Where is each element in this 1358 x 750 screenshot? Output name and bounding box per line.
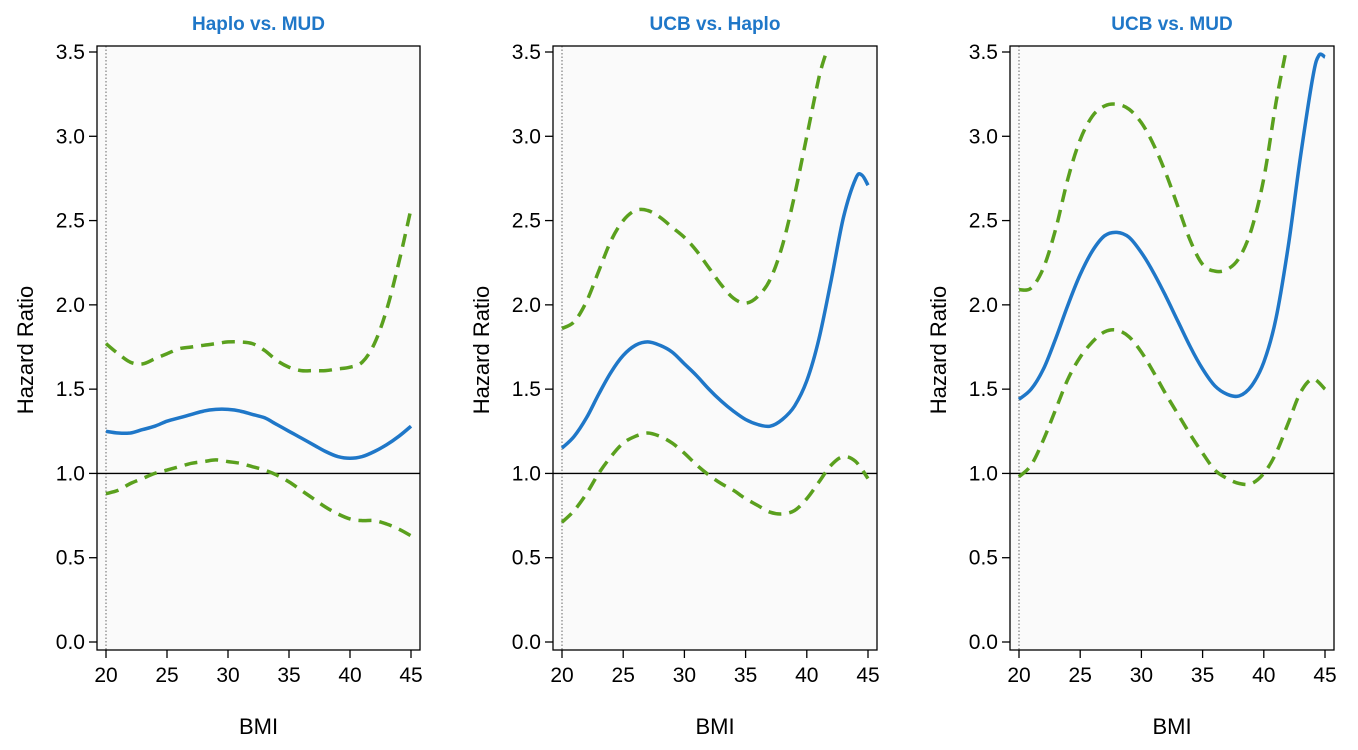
y-axis-label: Hazard Ratio bbox=[469, 286, 494, 414]
y-tick-label: 1.0 bbox=[512, 462, 541, 485]
plot-frame bbox=[96, 45, 421, 651]
y-tick-label: 0.0 bbox=[56, 631, 85, 654]
x-axis-label: BMI bbox=[695, 714, 734, 739]
x-tick-label: 25 bbox=[155, 664, 178, 687]
y-tick-label: 0.5 bbox=[969, 547, 998, 570]
panel-title: UCB vs. Haplo bbox=[650, 14, 781, 35]
y-tick-label: 2.5 bbox=[969, 210, 998, 233]
y-tick-label: 3.0 bbox=[56, 125, 85, 148]
series-estimate bbox=[105, 407, 413, 461]
panel-title: Haplo vs. MUD bbox=[192, 14, 325, 35]
y-tick-label: 0.0 bbox=[969, 631, 998, 654]
y-tick-label: 2.5 bbox=[56, 210, 85, 233]
y-tick-label: 2.0 bbox=[512, 294, 541, 317]
series-estimate bbox=[1017, 52, 1326, 401]
y-tick-label: 3.5 bbox=[512, 41, 541, 64]
x-tick-label: 45 bbox=[399, 664, 422, 687]
chart-panel-3: 0.0 0.5 1.0 1.5 2.0 2.5 3.0 3.5 20 25 30 35 40 45 UCB … bbox=[926, 14, 1337, 739]
x-tick-label: 35 bbox=[1191, 664, 1214, 687]
series-lower bbox=[105, 458, 412, 538]
series-upper bbox=[561, 51, 829, 331]
y-tick-label: 3.5 bbox=[56, 41, 85, 64]
x-tick-label: 30 bbox=[673, 664, 696, 687]
x-axis-label: BMI bbox=[239, 714, 278, 739]
x-axis-label: BMI bbox=[1152, 714, 1191, 739]
panel-title: UCB vs. MUD bbox=[1111, 14, 1232, 35]
x-tick-label: 20 bbox=[550, 664, 573, 687]
y-axis-label: Hazard Ratio bbox=[926, 286, 951, 414]
y-tick-label: 2.0 bbox=[969, 294, 998, 317]
x-tick-label: 25 bbox=[612, 664, 635, 687]
x-tick-label: 40 bbox=[795, 664, 818, 687]
chart-panel-2: 0.0 0.5 1.0 1.5 2.0 2.5 3.0 3.5 20 25 30 35 40 45 UCB … bbox=[469, 14, 880, 739]
y-tick-label: 0.5 bbox=[56, 547, 85, 570]
y-tick-label: 0.0 bbox=[512, 631, 541, 654]
x-tick-label: 40 bbox=[338, 664, 361, 687]
plot-frame bbox=[552, 45, 878, 651]
x-tick-label: 35 bbox=[734, 664, 757, 687]
x-tick-label: 45 bbox=[1313, 664, 1336, 687]
series-lower bbox=[560, 431, 870, 524]
y-tick-label: 1.0 bbox=[969, 462, 998, 485]
plot-area bbox=[97, 46, 420, 650]
series-estimate bbox=[560, 171, 870, 450]
x-tick-label: 45 bbox=[856, 664, 879, 687]
series-lower bbox=[1017, 328, 1327, 487]
y-tick-label: 2.0 bbox=[56, 294, 85, 317]
y-tick-label: 1.5 bbox=[56, 378, 85, 401]
x-tick-label: 30 bbox=[1130, 664, 1153, 687]
y-tick-label: 3.0 bbox=[512, 125, 541, 148]
series-upper bbox=[1018, 51, 1288, 292]
plot-area bbox=[1010, 46, 1334, 650]
x-tick-label: 20 bbox=[94, 664, 117, 687]
x-tick-label: 20 bbox=[1007, 664, 1030, 687]
x-tick-label: 30 bbox=[216, 664, 239, 687]
series-upper bbox=[104, 208, 413, 373]
y-tick-label: 1.0 bbox=[56, 462, 85, 485]
plot-frame bbox=[1009, 45, 1335, 651]
plot-area bbox=[553, 46, 877, 650]
y-tick-label: 2.5 bbox=[512, 210, 541, 233]
y-axis-label: Hazard Ratio bbox=[13, 286, 38, 414]
chart-panel-1: 0.0 0.5 1.0 1.5 2.0 2.5 3.0 3.5 20 25 30 35 40 45 Hapl… bbox=[13, 14, 423, 739]
y-tick-label: 3.5 bbox=[969, 41, 998, 64]
y-tick-label: 0.5 bbox=[512, 547, 541, 570]
x-tick-label: 35 bbox=[277, 664, 300, 687]
y-tick-label: 1.5 bbox=[969, 378, 998, 401]
x-tick-label: 40 bbox=[1252, 664, 1275, 687]
y-tick-label: 1.5 bbox=[512, 378, 541, 401]
y-tick-label: 3.0 bbox=[969, 125, 998, 148]
x-tick-label: 25 bbox=[1069, 664, 1092, 687]
